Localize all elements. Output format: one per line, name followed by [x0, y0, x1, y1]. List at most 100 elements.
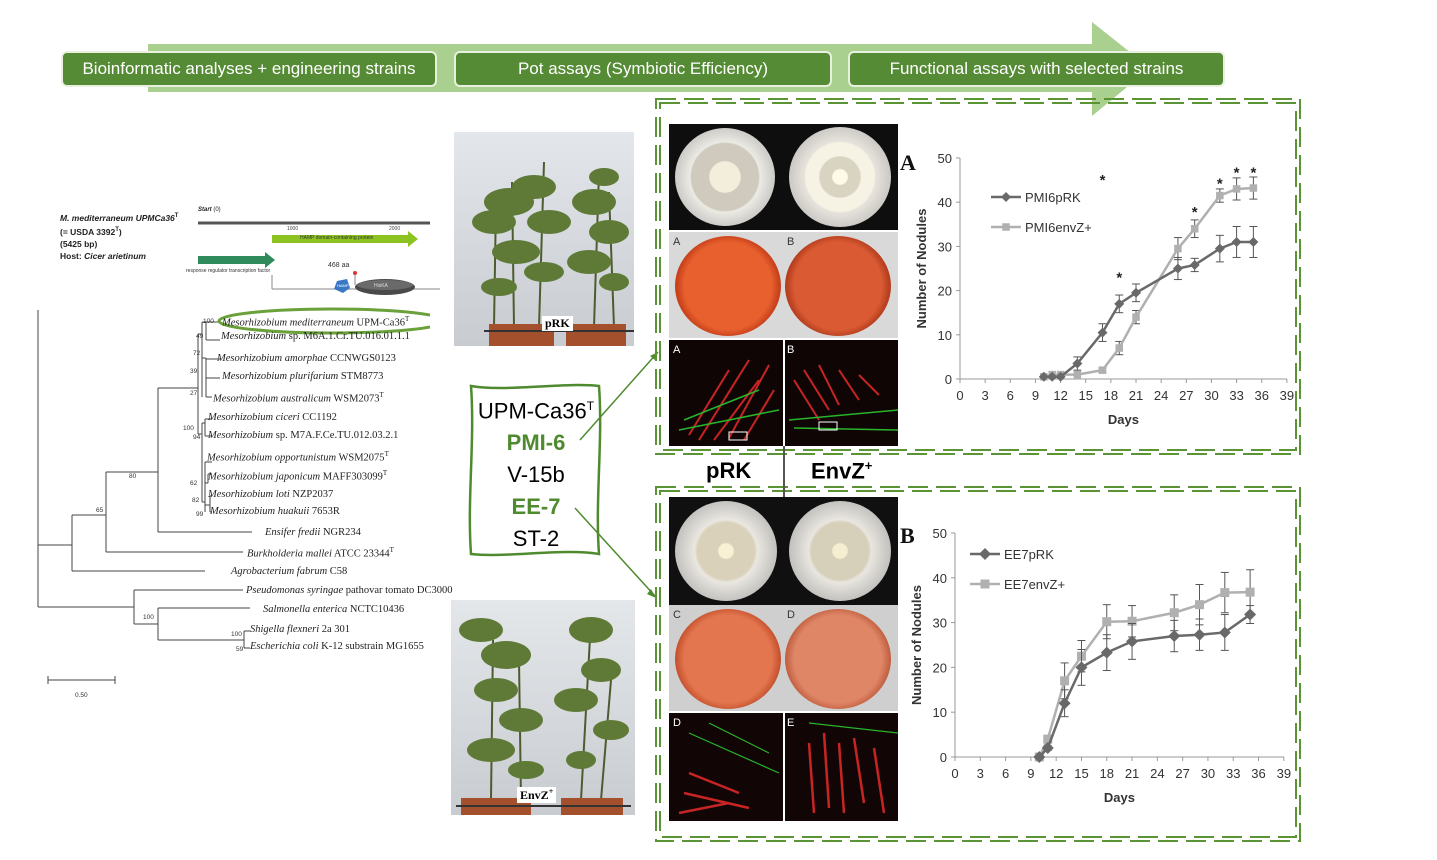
x-tick-label: 39 — [1280, 388, 1294, 403]
x-tick-label: 9 — [1027, 766, 1034, 781]
bootstrap-value: 80 — [129, 473, 137, 480]
data-point — [1072, 358, 1083, 369]
tree-taxon: Pseudomonas syringae pathovar tomato DC3… — [246, 585, 453, 596]
data-point — [1245, 587, 1255, 597]
legend-marker — [1001, 192, 1011, 202]
bootstrap-value: 82 — [192, 497, 200, 504]
bootstrap-value: 65 — [96, 507, 104, 514]
data-point — [1114, 298, 1125, 309]
legend-label: PMI6pRK — [1025, 190, 1081, 205]
tree-taxon: Escherichia coli K-12 substrain MG1655 — [250, 641, 424, 652]
data-point — [1248, 236, 1259, 247]
data-point — [1038, 371, 1049, 382]
y-tick-label: 20 — [938, 284, 952, 299]
x-tick-label: 0 — [951, 766, 958, 781]
x-tick-label: 36 — [1255, 388, 1269, 403]
x-tick-label: 39 — [1277, 766, 1291, 781]
congo-red-panel-bottom: C D — [669, 605, 898, 711]
y-tick-label: 40 — [938, 195, 952, 210]
data-point — [1169, 608, 1179, 618]
x-tick-label: 18 — [1104, 388, 1118, 403]
data-point — [1249, 184, 1258, 192]
x-axis-label: Days — [1108, 412, 1139, 427]
hamp-domain-label: HAMP — [337, 283, 349, 288]
data-point — [1047, 371, 1058, 382]
tree-taxon: Mesorhizobium loti NZP2037 — [208, 489, 334, 500]
bootstrap-value: 94 — [193, 434, 201, 441]
data-point — [1190, 224, 1199, 233]
data-point — [1244, 608, 1257, 621]
x-tick-label: 6 — [1002, 766, 1009, 781]
y-tick-label: 50 — [933, 526, 947, 541]
plate-panel-top — [669, 124, 898, 230]
tree-taxon: Burkholderia mallei ATCC 23344T — [247, 546, 394, 560]
x-tick-label: 33 — [1229, 388, 1243, 403]
pot-label-prk: pRK — [542, 316, 573, 331]
x-axis-label: Days — [1104, 790, 1135, 805]
series-line — [1038, 613, 1251, 758]
legend-label: PMI6envZ+ — [1025, 220, 1092, 235]
y-tick-label: 10 — [938, 328, 952, 343]
tree-taxon: Mesorhizobium amorphae CCNWGS0123 — [217, 353, 396, 364]
data-point — [1097, 327, 1108, 338]
chart-letter-a: A — [900, 150, 916, 175]
step-functional-assays: Functional assays with selected strains — [848, 51, 1225, 87]
data-point — [1193, 628, 1206, 641]
y-tick-label: 30 — [938, 239, 952, 254]
significance-star: * — [1217, 175, 1223, 192]
legend-marker — [1002, 223, 1010, 231]
strain-list: UPM-Ca36T PMI-6 V-15b EE-7 ST-2 — [466, 390, 606, 555]
data-point — [1189, 259, 1200, 270]
y-tick-label: 30 — [933, 616, 947, 631]
data-point — [1218, 626, 1231, 639]
tree-taxon: Shigella flexneri 2a 301 — [250, 624, 351, 635]
x-tick-label: 30 — [1204, 388, 1218, 403]
data-point — [1232, 185, 1241, 193]
data-point — [1075, 661, 1088, 674]
x-tick-label: 6 — [1007, 388, 1014, 403]
pot-photo-envz: EnvZ+ — [451, 600, 635, 815]
x-tick-label: 9 — [1032, 388, 1039, 403]
bootstrap-value: 39 — [190, 368, 198, 375]
hiska-domain-label: HisKA — [374, 283, 388, 289]
strain-pmi-6: PMI-6 — [506, 430, 566, 456]
legend-label: EE7envZ+ — [1004, 577, 1065, 592]
tree-taxon: Mesorhizobium huakuii 7653R — [210, 506, 340, 517]
hamp-gene-label: HAMP domain-containing protein — [300, 235, 374, 241]
protein-length: 468 aa — [328, 262, 350, 269]
x-tick-label: 12 — [1049, 766, 1063, 781]
x-tick-label: 24 — [1154, 388, 1168, 403]
significance-star: * — [1116, 269, 1122, 286]
strain-ee-7: EE-7 — [511, 494, 561, 520]
genome-size: (5425 bp) — [60, 238, 98, 249]
tree-taxon: Mesorhizobium japonicum MAFF303099T — [208, 469, 388, 483]
data-point — [1098, 366, 1107, 374]
x-tick-label: 24 — [1150, 766, 1164, 781]
confocal-panel-top: A B — [669, 340, 898, 446]
data-point — [1102, 617, 1112, 627]
rr-gene-label: response regulator transcription factor — [186, 268, 271, 274]
bootstrap-value: 100 — [183, 425, 194, 432]
y-axis-label: Number of Nodules — [909, 585, 924, 705]
usda-id: (= USDA 3392 — [60, 226, 116, 237]
y-tick-label: 20 — [933, 660, 947, 675]
strain-st-2: ST-2 — [512, 526, 560, 552]
x-tick-label: 0 — [956, 388, 963, 403]
data-point — [1126, 635, 1139, 648]
data-point — [1115, 344, 1124, 352]
y-tick-label: 10 — [933, 705, 947, 720]
x-tick-label: 15 — [1074, 766, 1088, 781]
data-point — [1132, 313, 1140, 321]
x-tick-label: 27 — [1175, 766, 1189, 781]
tree-taxon: Mesorhizobium australicum WSM2073T — [213, 391, 384, 405]
x-tick-label: 12 — [1053, 388, 1067, 403]
host-name: Cicer arietinum — [84, 250, 146, 261]
bootstrap-value: 72 — [193, 350, 201, 357]
data-point — [1058, 697, 1071, 710]
pot-label-envz: EnvZ+ — [517, 787, 557, 803]
x-tick-label: 15 — [1078, 388, 1092, 403]
legend-marker — [980, 579, 990, 589]
start-label: Start (0) — [198, 207, 221, 213]
x-tick-label: 27 — [1179, 388, 1193, 403]
